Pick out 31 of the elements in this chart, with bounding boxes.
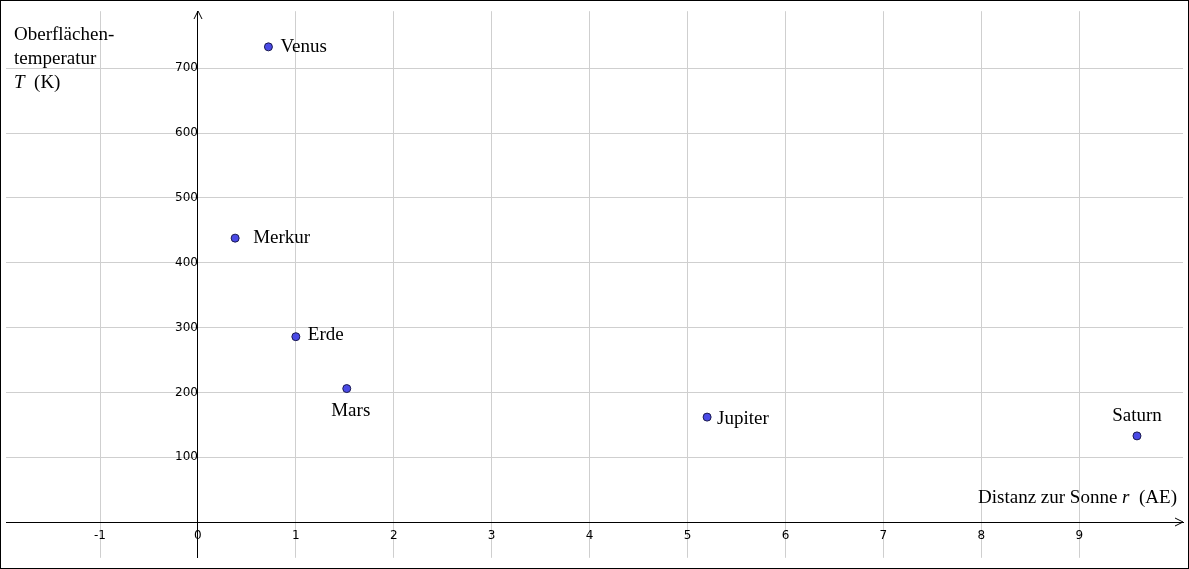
- annotation: Merkur: [253, 226, 311, 248]
- x-tick-label: 6: [781, 528, 790, 543]
- x-tick-label: 1: [292, 528, 300, 543]
- x-tick-label: 8: [977, 528, 986, 543]
- x-tick-label: -1: [94, 528, 106, 543]
- point: [1132, 431, 1142, 441]
- y-tick-label: 400: [175, 254, 198, 269]
- annotation: Mars: [331, 398, 371, 420]
- y-tick-label: 200: [175, 384, 198, 399]
- y-axis-title: Oberflächen- temperatur T (K): [14, 23, 115, 94]
- point: [342, 384, 352, 394]
- point: [291, 332, 301, 342]
- annotation: Venus: [280, 34, 327, 56]
- x-tick-label: 9: [1075, 528, 1084, 543]
- y-tick-label: 100: [175, 449, 198, 464]
- x-tick-label: 4: [585, 528, 594, 543]
- annotation: Jupiter: [717, 407, 770, 429]
- y-tick-label: 700: [175, 60, 198, 75]
- y-tick-label: 600: [175, 125, 198, 140]
- x-tick-label: 2: [389, 528, 398, 543]
- point: [702, 412, 712, 422]
- point: [263, 42, 273, 52]
- annotation: Saturn: [1112, 403, 1163, 425]
- x-axis-title: Distanz zur Sonne r (AE): [978, 486, 1177, 509]
- x-tick-label: 7: [879, 528, 888, 543]
- y-tick-label: 300: [175, 319, 198, 334]
- annotation: Erde: [307, 322, 344, 344]
- point: [230, 233, 240, 243]
- y-tick-label: 500: [175, 190, 198, 205]
- x-tick-label: 5: [683, 528, 692, 543]
- x-tick-label: 3: [487, 528, 496, 543]
